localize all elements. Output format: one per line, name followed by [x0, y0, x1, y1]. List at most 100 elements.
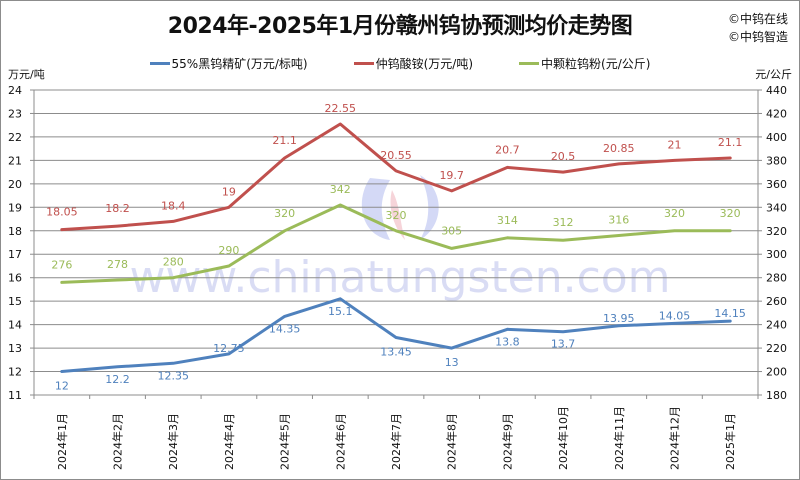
left-axis-label: 18: [8, 225, 22, 238]
left-axis-label: 15: [8, 295, 22, 308]
data-label: 13.95: [603, 312, 635, 325]
right-axis-label: 420: [766, 107, 787, 120]
right-axis-label: 380: [766, 154, 787, 167]
data-label: 18.4: [161, 199, 186, 212]
x-axis-label: 2024年5月: [278, 413, 292, 470]
data-label: 276: [51, 258, 72, 271]
x-axis-label: 2024年11月: [612, 406, 626, 470]
left-axis-label: 17: [8, 248, 22, 261]
data-label: 20.7: [495, 143, 520, 156]
right-axis-label: 220: [766, 342, 787, 355]
x-axis-label: 2024年9月: [500, 413, 514, 470]
chart-title: 2024年-2025年1月份赣州钨协预测均价走势图: [167, 14, 633, 39]
right-axis-label: 360: [766, 178, 787, 191]
data-label: 320: [386, 209, 407, 222]
data-label: 13.7: [551, 338, 576, 351]
series-line: [60, 122, 732, 232]
data-label: 21.1: [272, 134, 297, 147]
data-label: 19.7: [439, 169, 464, 182]
series-line: [60, 203, 732, 284]
left-axis-label: 22: [8, 131, 22, 144]
left-axis-label: 23: [8, 107, 22, 120]
data-label: 22.55: [325, 102, 357, 115]
legend-swatch-powder: [519, 62, 540, 65]
data-label: 19: [222, 185, 236, 198]
right-axis-label: 320: [766, 225, 787, 238]
data-label: 14.35: [269, 322, 301, 335]
data-label: 18.05: [46, 206, 78, 219]
data-label: 320: [664, 207, 685, 220]
left-axis-label: 19: [8, 201, 22, 214]
data-label: 320: [274, 207, 295, 220]
data-label: 12.35: [157, 369, 189, 382]
data-label: 14.15: [714, 307, 746, 320]
left-axis-label: 14: [8, 319, 22, 332]
data-label: 342: [330, 183, 351, 196]
left-axis-label: 12: [8, 366, 22, 379]
data-label: 21.1: [718, 136, 743, 149]
x-axis-label: 2024年7月: [389, 413, 403, 470]
x-axis-label: 2024年10月: [556, 406, 570, 470]
left-axis-label: 24: [8, 84, 22, 97]
right-axis-label: 440: [766, 84, 787, 97]
x-axis-label: 2024年2月: [111, 413, 125, 470]
data-label: 316: [608, 213, 629, 226]
data-label: 314: [497, 214, 518, 227]
right-axis-label: 280: [766, 272, 787, 285]
brand-label-1: ©中钨在线: [727, 12, 788, 26]
data-label: 13.8: [495, 335, 520, 348]
right-axis-label: 340: [766, 201, 787, 214]
data-label: 13.45: [380, 346, 412, 359]
data-label: 12: [55, 380, 69, 393]
data-label: 12.2: [105, 373, 130, 386]
data-label: 305: [441, 224, 462, 237]
data-label: 21: [667, 138, 681, 151]
legend-swatch-ore: [149, 62, 170, 65]
chart-legend: 55%黑钨精矿(万元/标吨) 仲钨酸铵(万元/吨) 中颗粒钨粉(元/公斤): [0, 55, 800, 72]
legend-item-apt: 仲钨酸铵(万元/吨): [353, 55, 474, 72]
right-axis-unit: 元/公斤: [755, 68, 792, 81]
legend-item-powder: 中颗粒钨粉(元/公斤): [519, 55, 650, 72]
data-label: 15.1: [328, 305, 353, 318]
legend-label-apt: 仲钨酸铵(万元/吨): [375, 57, 474, 71]
right-axis-label: 240: [766, 319, 787, 332]
right-axis-label: 260: [766, 295, 787, 308]
data-label: 312: [553, 216, 574, 229]
left-axis-unit: 万元/吨: [8, 68, 45, 81]
x-axis-label: 2024年3月: [166, 413, 180, 470]
x-axis-label: 2024年8月: [445, 413, 459, 470]
legend-label-ore: 55%黑钨精矿(万元/标吨): [171, 57, 308, 71]
data-label: 278: [107, 258, 128, 271]
data-label: 20.5: [551, 150, 576, 163]
data-label: 20.85: [603, 142, 635, 155]
x-axis-label: 2024年12月: [667, 406, 681, 470]
data-label: 12.75: [213, 342, 245, 355]
left-axis-label: 16: [8, 272, 22, 285]
data-label: 20.55: [380, 149, 412, 162]
data-label: 13: [445, 356, 459, 369]
series-line: [60, 297, 732, 373]
left-axis-label: 13: [8, 342, 22, 355]
left-axis-label: 20: [8, 178, 22, 191]
x-axis-label: 2024年4月: [222, 413, 236, 470]
right-axis-label: 180: [766, 389, 787, 402]
right-axis-label: 400: [766, 131, 787, 144]
data-label: 14.05: [659, 309, 691, 322]
legend-label-powder: 中颗粒钨粉(元/公斤): [541, 57, 651, 71]
left-axis-label: 21: [8, 154, 22, 167]
legend-swatch-apt: [353, 62, 374, 65]
right-axis-label: 300: [766, 248, 787, 261]
legend-item-ore: 55%黑钨精矿(万元/标吨): [149, 55, 308, 72]
watermark-logo-flame: [390, 190, 405, 240]
right-axis-label: 200: [766, 366, 787, 379]
data-label: 290: [218, 244, 239, 257]
x-axis-label: 2024年6月: [333, 413, 347, 470]
x-axis-label: 2025年1月: [723, 413, 737, 470]
data-label: 18.2: [105, 202, 130, 215]
brand-label-2: ©中钨智造: [727, 30, 788, 44]
left-axis-label: 11: [8, 389, 22, 402]
x-axis-label: 2024年1月: [55, 413, 69, 470]
data-label: 280: [163, 256, 184, 269]
